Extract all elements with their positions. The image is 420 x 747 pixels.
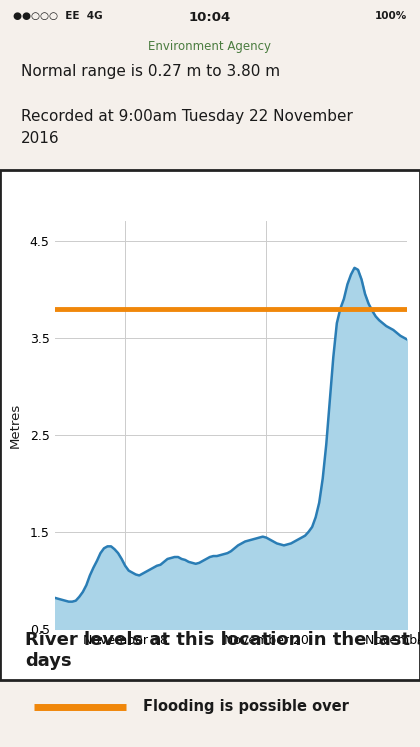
Text: River levels at this location in the last 5
days: River levels at this location in the las… [25,631,420,670]
Text: ●●○○○  EE  4G: ●●○○○ EE 4G [13,11,102,21]
Text: Normal range is 0.27 m to 3.80 m

Recorded at 9:00am Tuesday 22 November
2016: Normal range is 0.27 m to 3.80 m Recorde… [21,64,353,146]
Text: Flooding is possible over: Flooding is possible over [143,699,349,714]
Text: 10:04: 10:04 [189,11,231,24]
Text: Environment Agency: Environment Agency [149,40,271,52]
Text: 100%: 100% [375,11,407,21]
Y-axis label: Metres: Metres [8,403,21,447]
